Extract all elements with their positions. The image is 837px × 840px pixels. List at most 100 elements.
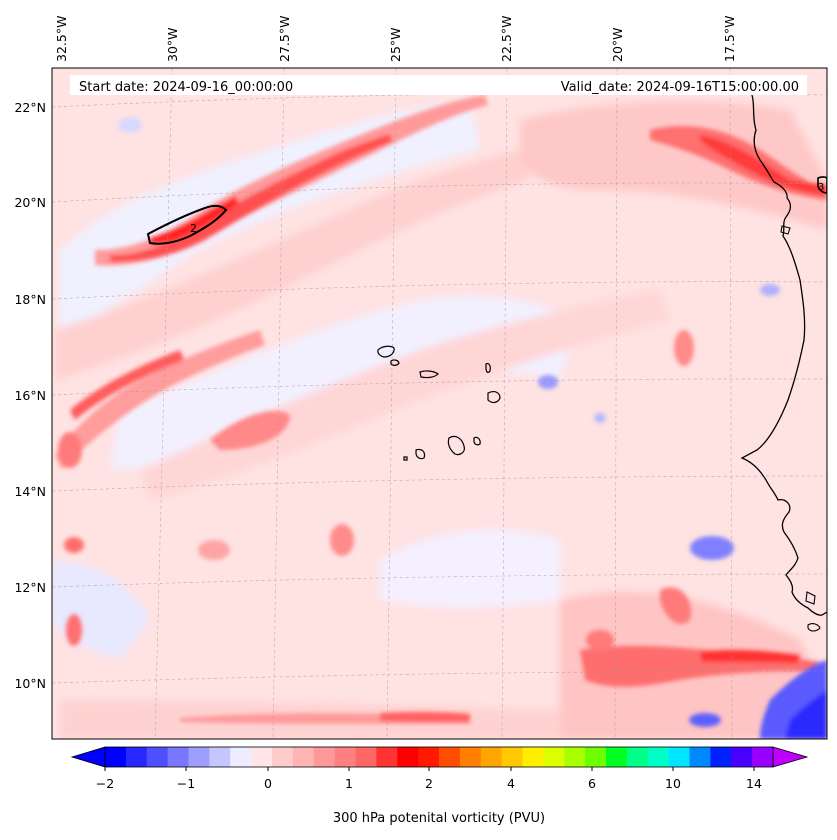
pv-streak-west-core [70,350,184,420]
lon-label: 25°W [388,27,403,62]
colorbar-tick-label: 1 [345,776,353,791]
lat-label: 20°N [14,195,46,210]
pv-band-south-core [380,711,470,722]
pv-spot [58,432,82,468]
colorbar: −2 −1 0 1 2 4 6 10 14 300 hPa potenital … [70,746,809,826]
colorbar-cell [459,747,482,767]
moderate-pv-band [55,150,530,380]
neg-pv-spot [538,375,558,389]
colorbar-tick-label: 6 [588,776,596,791]
valid-date-label: Valid_date: 2024-09-16T15:00:00.00 [561,80,799,95]
colorbar-cell [543,747,565,767]
colorbar-cell [585,747,607,767]
pv-streak-west [55,330,265,470]
colorbar-cell [668,747,691,767]
colorbar-cell [125,747,148,767]
colorbar-tick-label: 10 [665,776,681,791]
colorbar-cell [313,747,336,767]
neg-pv-spot [690,536,734,560]
cape-verde-island [390,359,400,366]
coastal-island [805,591,816,605]
lon-label: 30°W [165,27,180,62]
lon-label: 20°W [610,27,625,62]
lon-label: 27.5°W [277,16,292,62]
colorbar-cell [292,747,315,767]
cape-verde-island [447,435,465,456]
meridian [154,68,173,739]
lat-label: 16°N [14,388,46,403]
pv-2-contour-label: 2 [190,222,197,235]
start-date-label: Start date: 2024-09-16_00:00:00 [79,80,293,95]
colorbar-tick-label: −2 [96,776,114,791]
colorbar-ticks: −2 −1 0 1 2 4 6 10 14 [96,767,762,791]
meridian [614,68,618,739]
africa-coastline [740,94,827,616]
low-pv-region [380,529,560,608]
header-box [70,75,807,95]
colorbar-cell [418,747,440,767]
neg-pv-spot [689,713,721,727]
pv-spot [64,537,84,553]
cape-verde-island [403,456,408,461]
cape-verde-island [473,436,481,446]
lat-label: 14°N [14,484,46,499]
colorbar-title: 300 hPa potenital vorticity (PVU) [333,811,545,826]
colorbar-cell [731,747,753,767]
meridian [272,68,285,739]
colorbar-cell [752,747,774,767]
cape-verde-island [485,362,491,374]
meridian [501,68,508,739]
lat-label: 10°N [14,676,46,691]
colorbar-cell [626,747,649,767]
pv-streak-north-core [110,134,392,262]
coastal-island [807,623,821,632]
neg-pv-region [785,690,827,739]
coastal-island [780,225,791,235]
meridian [386,68,397,739]
lat-label: 18°N [14,292,46,307]
colorbar-cell [167,747,190,767]
colorbar-tick-label: 4 [507,776,515,791]
pv-streak-north-max [150,196,238,245]
neg-pv-spot [118,117,142,133]
lat-label: 22°N [14,100,46,115]
cape-verde-island [487,391,501,404]
colorbar-cell [272,747,294,767]
pv-spot [66,614,82,646]
longitude-labels: 32.5°W 30°W 27.5°W 25°W 22.5°W 20°W 17.5… [54,16,737,62]
cape-verde-island [377,345,395,358]
pv-3-contour-label: 3 [818,182,824,193]
low-pv-region [60,100,480,330]
pv-spot [586,630,614,650]
colorbar-cell [480,747,503,767]
pv-blob-east [660,587,691,624]
pv-spot [330,524,354,556]
colorbar-cell [230,747,252,767]
colorbar-cell [710,747,732,767]
pv-lows [118,117,827,739]
colorbar-cell [501,747,524,767]
map-frame [51,67,828,740]
pv-spot [198,540,230,560]
colorbar-cell [188,747,210,767]
pv-2-contour [146,204,228,245]
moderate-pv-band [140,290,670,500]
colorbar-cells [105,747,774,767]
colorbar-cell [376,747,398,767]
colorbar-tick-label: 14 [746,776,762,791]
colorbar-cell [689,747,711,767]
colorbar-cell [439,747,461,767]
colorbar-cell [397,747,419,767]
colorbar-cell [209,747,231,767]
colorbar-cell [251,747,273,767]
colorbar-cell [522,747,544,767]
colorbar-cell [146,747,169,767]
colorbar-cell [334,747,357,767]
colorbar-over-arrow [772,746,809,768]
pv-3-contour-edge [817,176,827,194]
colorbar-tick-label: 2 [425,776,433,791]
neg-pv-spot [760,284,780,296]
neg-pv-spot [594,413,606,423]
graticule [52,68,827,739]
